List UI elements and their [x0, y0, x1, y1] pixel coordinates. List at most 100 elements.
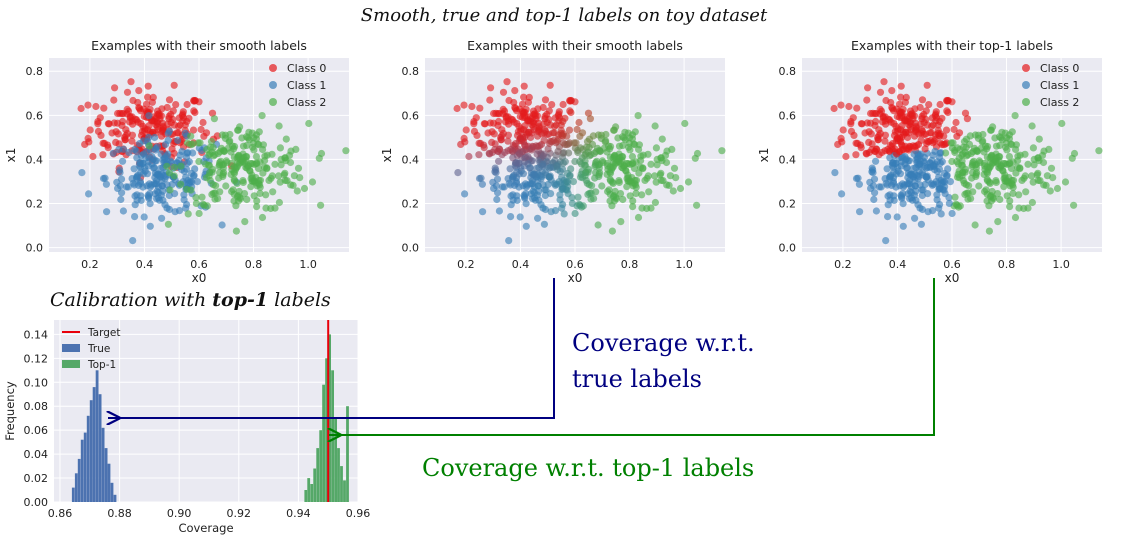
scatter-point: [574, 193, 582, 201]
scatter-point: [256, 189, 264, 197]
scatter-point: [166, 186, 174, 194]
scatter-point: [658, 135, 666, 143]
scatter-point: [275, 198, 283, 207]
scatter-point: [129, 237, 137, 245]
scatter-point: [117, 195, 125, 204]
scatter-point: [884, 192, 892, 200]
scatter-point: [931, 147, 939, 155]
histogram-bar: [71, 487, 75, 502]
scatter-point: [559, 185, 567, 193]
scatter-point: [220, 147, 228, 155]
histogram-bar: [340, 466, 343, 502]
scatter-point: [652, 144, 661, 152]
scatter-point: [111, 84, 119, 92]
scatter-point: [137, 158, 145, 167]
scatter-point: [614, 134, 622, 142]
scatter-point: [135, 87, 143, 95]
scatter-point: [872, 157, 880, 165]
scatter-point: [532, 164, 541, 173]
scatter-point: [130, 165, 138, 173]
scatter-point: [207, 138, 216, 146]
scatter-point: [290, 172, 298, 180]
scatter-point: [899, 222, 907, 230]
scatter-point: [132, 173, 141, 181]
scatter-point: [1028, 122, 1036, 130]
scatter-point: [163, 152, 171, 160]
scatter-point: [187, 141, 195, 149]
scatter-point: [893, 150, 901, 158]
scatter-point: [516, 213, 524, 221]
scatter-point: [516, 150, 524, 158]
scatter-point: [152, 121, 160, 129]
y-axis-label: x1: [757, 148, 771, 163]
scatter-point: [940, 132, 948, 140]
scatter-point: [110, 96, 118, 104]
scatter-point: [559, 159, 567, 167]
scatter-point: [628, 135, 637, 143]
scatter-point: [180, 191, 188, 199]
scatter-point: [635, 169, 643, 177]
panel-title: Examples with their smooth labels: [91, 38, 307, 53]
scatter-point: [199, 200, 207, 208]
scatter-point: [1022, 188, 1030, 196]
y-tick-label: 0.4: [26, 153, 44, 166]
scatter-point: [233, 179, 241, 187]
scatter-point: [554, 147, 562, 155]
scatter-point: [556, 167, 565, 175]
scatter-point: [119, 207, 127, 215]
scatter-point: [936, 185, 944, 193]
histogram-bar: [101, 427, 105, 502]
histogram-bar: [325, 358, 328, 502]
x-tick-label: 0.92: [227, 507, 252, 520]
scatter-point: [253, 159, 261, 167]
scatter-point: [930, 162, 938, 170]
scatter-point: [839, 126, 847, 134]
scatter-point: [183, 185, 191, 193]
scatter-point: [141, 125, 149, 133]
scatter-point: [1029, 144, 1037, 152]
scatter-point: [560, 210, 568, 218]
scatter-point: [294, 164, 303, 172]
scatter-point: [131, 213, 139, 221]
scatter-point: [986, 193, 995, 201]
scatter-point: [500, 183, 508, 191]
scatter-point: [554, 112, 562, 120]
scatter-point: [945, 194, 953, 202]
scatter-point: [520, 93, 528, 101]
histogram-bar: [80, 439, 84, 502]
scatter-point: [894, 125, 902, 133]
scatter-point: [565, 149, 573, 157]
scatter-point: [863, 96, 871, 104]
scatter-point: [575, 200, 583, 208]
x-tick-label: 0.8: [245, 258, 263, 271]
scatter-point: [609, 193, 618, 201]
x-tick-label: 0.2: [81, 258, 99, 271]
scatter-point: [869, 166, 877, 174]
legend-label: Target: [87, 327, 120, 339]
y-tick-label: 0.06: [24, 424, 49, 437]
x-tick-label: 0.88: [107, 507, 132, 520]
scatter-point: [872, 207, 881, 215]
scatter-point: [542, 186, 550, 194]
scatter-point: [470, 118, 478, 126]
scatter-point: [217, 157, 225, 165]
scatter-point: [906, 143, 915, 151]
arrow-top1-coverage: [329, 278, 935, 435]
x-tick-label: 0.2: [457, 258, 475, 271]
scatter-point: [547, 208, 555, 216]
scatter-point: [182, 204, 190, 212]
scatter-point: [520, 82, 528, 90]
scatter-point: [898, 112, 906, 120]
scatter-point: [1016, 151, 1024, 159]
scatter-point: [958, 172, 966, 180]
histogram-bar: [337, 448, 340, 502]
scatter-point: [927, 136, 935, 145]
scatter-point: [198, 193, 206, 201]
scatter-point: [923, 121, 932, 129]
scatter-point: [910, 150, 918, 158]
scatter-point: [951, 193, 959, 201]
scatter-point: [565, 126, 574, 134]
scatter-point: [994, 218, 1002, 226]
y-tick-label: 0.0: [26, 242, 44, 255]
scatter-point: [1009, 189, 1017, 197]
